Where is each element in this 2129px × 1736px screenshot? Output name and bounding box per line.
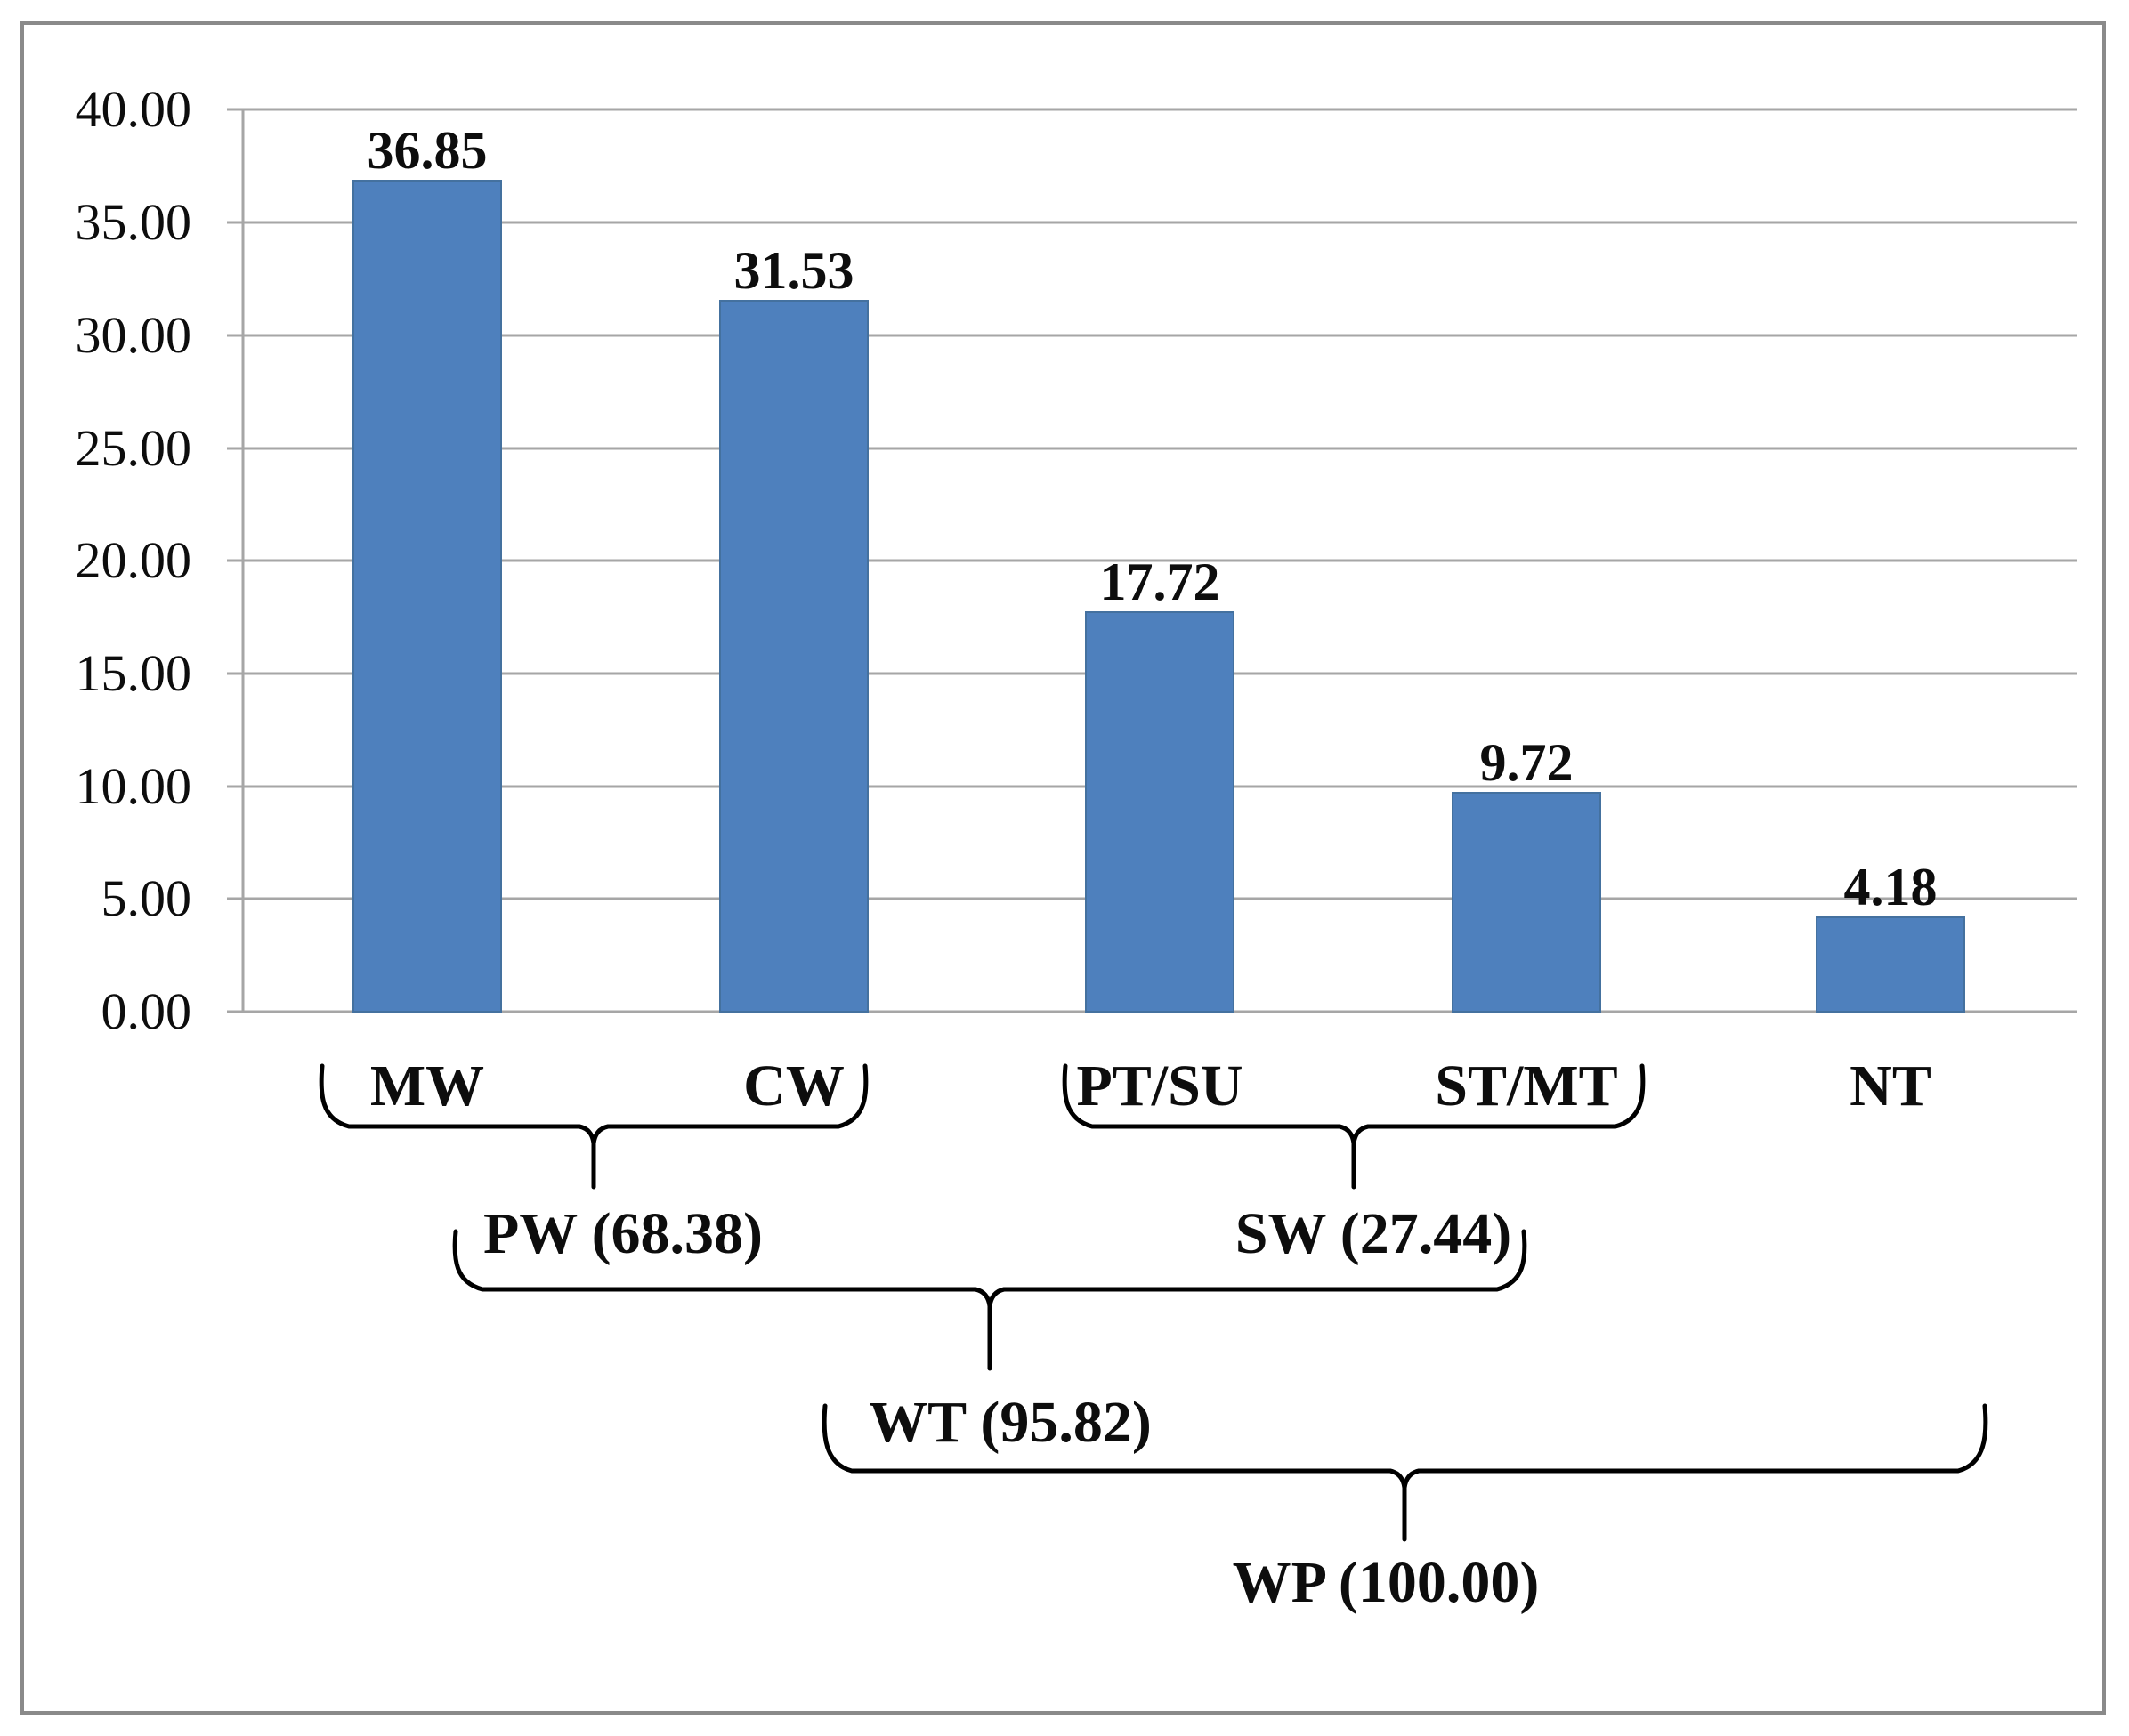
bar-value-label: 4.18 <box>1844 858 1938 916</box>
category-label-nt: NT <box>1850 1054 1931 1118</box>
brace-wt <box>452 1229 1527 1371</box>
category-label-mw: MW <box>370 1054 484 1118</box>
y-tick-label: 35.00 <box>76 193 192 251</box>
group-label-pw: PW (68.38) <box>483 1201 763 1266</box>
group-labels: PW (68.38) SW (27.44) WT (95.82) WP (100… <box>483 1201 1539 1615</box>
bar-ST/MT <box>1452 792 1601 1013</box>
y-tick-label: 15.00 <box>76 644 192 702</box>
category-labels: MW CW PT/SU ST/MT NT <box>370 1054 1931 1118</box>
group-label-wp: WP (100.00) <box>1233 1550 1540 1615</box>
brace-wp <box>822 1403 1988 1542</box>
gridlines <box>227 108 2077 1013</box>
y-tick-label: 5.00 <box>101 869 192 927</box>
bar-value-label: 17.72 <box>1100 553 1220 611</box>
y-axis-tick-labels: 0.00 5.00 10.00 15.00 20.00 25.00 30.00 … <box>76 80 192 1040</box>
bar-value-label: 36.85 <box>368 121 488 180</box>
y-tick-label: 10.00 <box>76 757 192 815</box>
bar-NT <box>1816 916 1965 1013</box>
brace-sw <box>1062 1063 1646 1190</box>
brace-pw <box>319 1063 869 1190</box>
bar-PT/SU <box>1085 611 1234 1013</box>
figure-frame <box>20 21 2106 1715</box>
category-label-cw: CW <box>743 1054 845 1118</box>
y-tick-label: 0.00 <box>101 982 192 1040</box>
bar-value-label: 9.72 <box>1480 733 1574 792</box>
bar-CW <box>719 300 869 1013</box>
bar-MW <box>352 180 502 1013</box>
y-tick-label: 30.00 <box>76 306 192 364</box>
group-label-sw: SW (27.44) <box>1235 1201 1511 1266</box>
bars <box>352 180 1965 1013</box>
bar-value-labels: 36.85 31.53 17.72 9.72 4.18 <box>368 121 1938 916</box>
group-braces <box>319 1063 1988 1542</box>
category-label-stmt: ST/MT <box>1435 1054 1617 1118</box>
y-tick-label: 20.00 <box>76 531 192 589</box>
category-label-ptsu: PT/SU <box>1076 1054 1243 1118</box>
group-label-wt: WT (95.82) <box>869 1390 1152 1455</box>
bar-value-label: 31.53 <box>734 241 854 300</box>
y-tick-label: 25.00 <box>76 419 192 477</box>
y-tick-label: 40.00 <box>76 80 192 138</box>
